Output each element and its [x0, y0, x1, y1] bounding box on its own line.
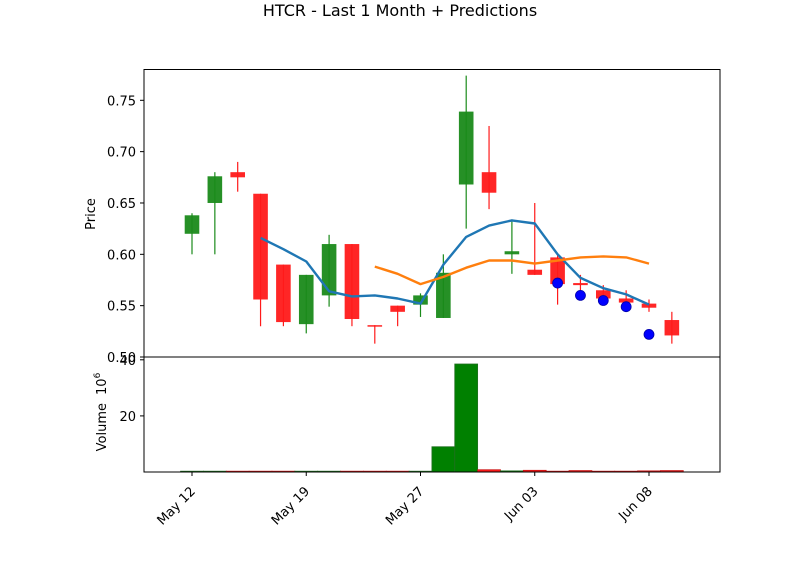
price-y-tick-label: 0.65: [107, 197, 136, 212]
candle-body: [664, 320, 680, 336]
candle-body: [413, 295, 428, 305]
volume-y-axis-label: Volume 106: [93, 372, 110, 451]
price-y-tick-label: 0.60: [107, 248, 136, 263]
candle-body: [230, 172, 245, 178]
candle-body: [184, 215, 200, 234]
prediction-marker: [552, 277, 563, 289]
candle-body: [527, 269, 543, 275]
candle-body: [253, 193, 268, 300]
price-y-tick-label: 0.50: [107, 351, 136, 366]
volume-y-tick-label: 20: [119, 410, 136, 425]
volume-plot-frame: [143, 356, 721, 473]
price-panel: 0.50 0.55 0.60 0.65 0.70 0.75 Price: [84, 69, 721, 366]
volume-scale-exponent: 6: [93, 372, 103, 378]
x-tick-label: May 27: [383, 484, 427, 528]
trend-lines: [260, 219, 650, 306]
price-y-axis: 0.50 0.55 0.60 0.65 0.70 0.75: [107, 94, 144, 366]
candle-body: [618, 298, 634, 303]
prediction-marker: [597, 295, 609, 306]
blue-trend-line: [260, 219, 650, 306]
volume-bar: [454, 363, 479, 473]
price-y-tick-label: 0.55: [107, 300, 136, 315]
volume-bars: [180, 363, 684, 473]
candle-body: [276, 264, 291, 323]
candle-body: [458, 111, 474, 185]
prediction-marker: [643, 329, 655, 340]
price-y-axis-label: Price: [84, 198, 99, 230]
prediction-marker: [620, 301, 632, 313]
candle-body: [344, 244, 360, 320]
candle-body: [641, 303, 657, 308]
candle-body: [481, 172, 497, 193]
price-plot-area: [144, 69, 720, 357]
volume-scale-base: 10: [95, 378, 110, 395]
prediction-markers: [552, 277, 655, 340]
volume-y-tick-label: 40: [119, 354, 136, 369]
volume-bar: [431, 446, 456, 473]
volume-label-text: Volume: [95, 403, 110, 451]
candle-body: [298, 274, 314, 325]
candle-body: [321, 244, 337, 296]
candle-body: [207, 176, 223, 203]
x-tick-label: Jun 03: [501, 484, 541, 524]
prediction-marker: [575, 289, 586, 301]
orange-trend-line: [374, 255, 650, 286]
candle-body: [550, 257, 565, 285]
x-axis: May 12 May 19 May 27 Jun 03 Jun 08: [155, 472, 656, 528]
price-y-tick-label: 0.75: [107, 94, 136, 109]
candle-body: [390, 305, 405, 312]
candle-body: [436, 272, 451, 318]
chart-title: HTCR - Last 1 Month + Predictions: [263, 1, 537, 20]
candle-body: [596, 290, 611, 299]
candle-body: [573, 283, 588, 286]
x-tick-label: May 19: [269, 484, 313, 528]
candle-body: [367, 325, 383, 327]
candle-body: [504, 251, 520, 255]
x-tick-label: May 12: [155, 484, 199, 528]
x-tick-label: Jun 08: [616, 484, 656, 524]
candlesticks: [184, 75, 680, 344]
price-y-tick-label: 0.70: [107, 146, 136, 161]
